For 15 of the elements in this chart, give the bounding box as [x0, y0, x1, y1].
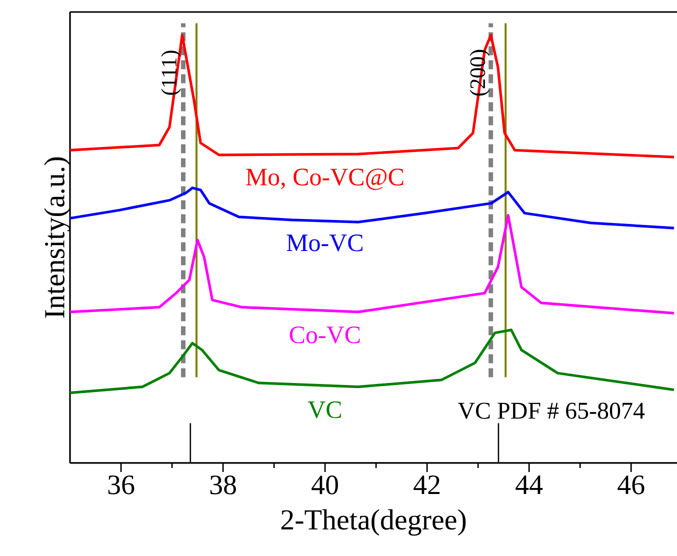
x-tick-label: 40: [312, 476, 338, 494]
y-axis-title: Intensity(a.u.): [44, 157, 70, 318]
series-label: Co-VC: [290, 326, 360, 344]
annotation: (200): [470, 50, 490, 96]
series-label: VC: [308, 401, 341, 418]
x-tick-label: 38: [210, 476, 236, 494]
series-label: Mo, Co-VC@C: [246, 168, 404, 190]
x-tick-label: 46: [618, 476, 644, 494]
series-label: VC PDF # 65-8074: [458, 402, 645, 419]
x-axis-title: 2-Theta(degree): [281, 509, 466, 536]
x-tick-label: 44: [516, 476, 543, 494]
annotation: (111): [161, 50, 182, 95]
series-label: Mo-VC: [286, 234, 362, 252]
x-tick-label: 42: [414, 476, 440, 494]
x-tick-label: 36: [108, 476, 134, 494]
